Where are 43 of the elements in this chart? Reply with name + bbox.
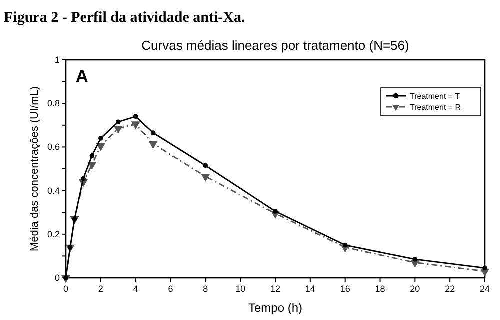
- point: [114, 126, 123, 134]
- point: [133, 114, 138, 120]
- point: [412, 257, 418, 262]
- point: [203, 163, 208, 168]
- legend-label: Treatment = T: [410, 92, 460, 101]
- point: [273, 209, 278, 214]
- legend-label: Treatment = R: [410, 103, 462, 112]
- x-tick-label: 6: [168, 284, 174, 294]
- y-tick-label: 1: [54, 55, 60, 65]
- point: [131, 122, 140, 130]
- point: [98, 136, 104, 141]
- y-axis-title: Média das concentrações (UI/mL): [29, 86, 41, 252]
- y-tick-label: 0.6: [47, 142, 60, 152]
- point: [482, 266, 488, 271]
- y-tick-label: 0.4: [47, 186, 60, 196]
- x-axis-title: Tempo (h): [248, 301, 303, 315]
- y-tick-label: 0: [54, 273, 60, 283]
- point: [342, 242, 348, 248]
- x-tick-label: 4: [133, 284, 138, 294]
- point: [88, 162, 97, 170]
- point: [90, 154, 95, 158]
- chart-title: Figura 2 - Perfil da atividade anti-Xa.: [4, 10, 246, 26]
- x-tick-label: 22: [445, 284, 456, 294]
- x-tick-label: 10: [236, 284, 246, 294]
- point: [150, 130, 156, 136]
- x-tick-label: 14: [305, 284, 316, 294]
- x-tick-label: 24: [480, 284, 490, 294]
- point: [96, 143, 106, 152]
- x-tick-label: 12: [270, 284, 281, 294]
- x-tick-label: 0: [63, 284, 69, 294]
- x-tick-label: 2: [98, 284, 104, 294]
- x-tick-label: 8: [203, 284, 208, 294]
- y-tick-label: 0.2: [47, 229, 60, 240]
- annotation: A: [76, 67, 88, 86]
- y-tick-label: 0.8: [47, 98, 60, 109]
- point: [81, 176, 86, 182]
- point: [148, 141, 158, 150]
- x-tick-label: 20: [410, 284, 420, 294]
- chart-subtitle: Curvas médias lineares por tratamento (N=56): [142, 38, 410, 53]
- point: [201, 174, 210, 182]
- x-tick-label: 16: [340, 284, 350, 294]
- point: [116, 120, 121, 125]
- x-tick-label: 18: [375, 284, 386, 294]
